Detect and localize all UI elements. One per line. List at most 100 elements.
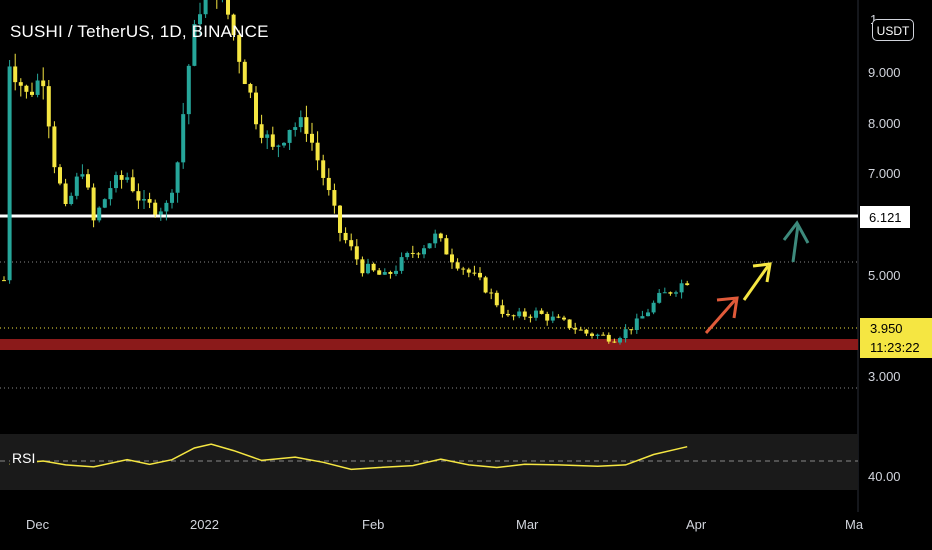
candle-body [562, 317, 566, 320]
candle-body [590, 333, 594, 336]
candle-body [494, 292, 499, 306]
time-label-mar: Mar [516, 517, 539, 532]
candle-body [450, 254, 454, 263]
rsi-label: RSI [10, 450, 38, 466]
projection-arrow-yellow [742, 262, 772, 301]
candle-countdown: 11:23:22 [870, 340, 920, 355]
currency-badge[interactable]: USDT [872, 19, 914, 41]
candle-body [192, 24, 197, 66]
candlestick-series [2, 0, 690, 345]
price-tick-9: 9.000 [868, 65, 901, 80]
candle-body [198, 14, 202, 25]
candle-body [304, 117, 309, 134]
level-label: 6.121 [869, 210, 902, 225]
chart-title: SUSHI / TetherUS, 1D, BINANCE [10, 22, 269, 41]
candle-body [158, 211, 163, 215]
candle-body [52, 126, 57, 168]
time-label-feb: Feb [362, 517, 384, 532]
time-label-2022: 2022 [190, 517, 219, 532]
candle-body [539, 310, 544, 314]
rsi-tick: 40.00 [868, 469, 901, 484]
candle-body [394, 270, 398, 274]
candle-body [226, 0, 230, 15]
candle-body [2, 280, 6, 282]
candle-body [545, 313, 550, 321]
price-tick-8: 8.000 [868, 116, 901, 131]
candle-body [662, 292, 667, 294]
candle-body [528, 316, 533, 318]
time-label-apr: Apr [686, 517, 707, 532]
candle-body [231, 14, 236, 36]
candle-body [298, 117, 303, 128]
candle-body [321, 160, 326, 178]
candle-body [136, 191, 141, 201]
candle-body [30, 91, 34, 95]
candle-body [427, 243, 432, 249]
candle-body [634, 318, 639, 330]
candle-body [567, 319, 572, 329]
candle-body [7, 66, 12, 281]
candle-body [489, 292, 494, 294]
candle-body [310, 133, 314, 143]
candle-body [46, 86, 51, 127]
candle-body [478, 272, 482, 278]
candle-body [35, 80, 40, 95]
candle-body [125, 177, 130, 180]
candle-body [181, 114, 186, 163]
candle-body [534, 310, 538, 318]
candle-body [399, 257, 404, 271]
candle-body [444, 238, 449, 255]
candle-body [91, 187, 96, 221]
candle-body [506, 313, 510, 316]
candle-body [86, 174, 90, 188]
price-tick-5: 5.000 [868, 268, 901, 283]
candle-body [175, 162, 180, 193]
candle-body [147, 199, 152, 203]
rsi-line [9, 443, 688, 471]
candle-body [517, 311, 522, 317]
candle-body [343, 232, 348, 241]
candle-body [248, 84, 253, 93]
candle-body [170, 192, 174, 203]
candle-body [623, 329, 628, 339]
candle-body [282, 142, 286, 146]
candle-body [646, 312, 650, 317]
candle-body [114, 175, 118, 189]
projection-arrow-teal [782, 220, 810, 263]
candle-body [629, 329, 634, 331]
candle-body [472, 272, 477, 274]
current-price-box [860, 318, 932, 358]
candle-body [186, 65, 191, 115]
price-tick-7: 7.000 [868, 166, 901, 181]
candle-body [315, 142, 320, 161]
time-label-may: Ma [845, 517, 864, 532]
candle-body [265, 134, 270, 138]
candle-body [242, 61, 247, 85]
candle-body [461, 268, 466, 270]
candle-body [237, 35, 242, 62]
candle-body [18, 82, 23, 86]
candle-body [377, 270, 382, 275]
candle-body [349, 240, 354, 247]
candle-body [651, 302, 656, 313]
candle-body [606, 334, 611, 342]
candle-body [433, 233, 438, 244]
candle-body [97, 207, 102, 221]
support-zone [0, 339, 858, 350]
candle-body [405, 252, 410, 258]
time-label-dec: Dec [26, 517, 50, 532]
candle-body [640, 316, 645, 319]
candle-body [601, 334, 606, 336]
candle-body [259, 124, 264, 138]
candle-body [58, 167, 62, 184]
candle-body [438, 233, 443, 239]
candle-body [164, 202, 169, 212]
candle-body [24, 85, 29, 92]
candle-body [679, 283, 684, 293]
candle-body [203, 0, 208, 15]
candle-body [382, 272, 387, 275]
candle-body [332, 190, 337, 206]
candle-body [13, 66, 18, 83]
candle-body [41, 80, 46, 87]
